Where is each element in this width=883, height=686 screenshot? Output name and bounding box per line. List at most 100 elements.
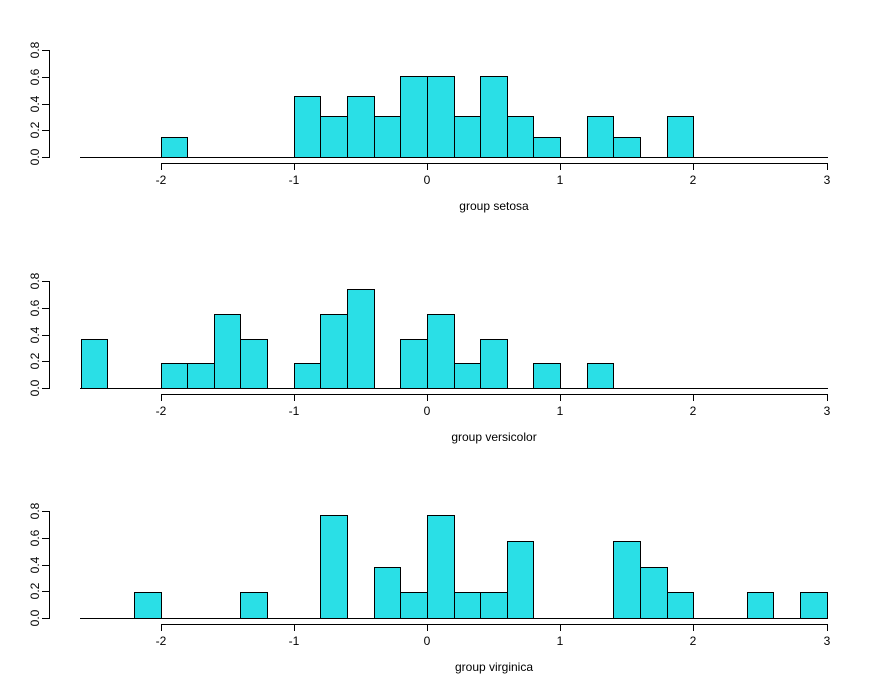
y-axis-tick bbox=[42, 281, 49, 282]
y-axis-tick bbox=[42, 50, 49, 51]
histogram-bar bbox=[427, 515, 455, 619]
x-tick-label: 2 bbox=[689, 404, 697, 418]
x-tick-label: 1 bbox=[556, 634, 564, 648]
histogram-bar bbox=[374, 116, 401, 158]
x-tick-label: 3 bbox=[823, 634, 831, 648]
x-tick-label: -1 bbox=[288, 173, 300, 187]
x-tick-label: 0 bbox=[423, 173, 431, 187]
histogram-bar bbox=[640, 567, 668, 619]
histogram-bar bbox=[240, 592, 268, 619]
x-axis-tick bbox=[693, 394, 694, 401]
x-tick-label: -1 bbox=[288, 634, 300, 648]
x-tick-label: -2 bbox=[155, 404, 167, 418]
histogram-bar bbox=[747, 592, 774, 619]
x-axis-line bbox=[161, 394, 828, 395]
histogram-bar bbox=[533, 363, 561, 389]
x-axis-tick bbox=[427, 163, 428, 170]
histogram-bar bbox=[427, 314, 455, 389]
y-axis-line bbox=[49, 50, 50, 158]
y-axis-tick bbox=[42, 335, 49, 336]
x-axis-tick bbox=[161, 163, 162, 170]
y-axis-tick bbox=[42, 361, 49, 362]
histogram-bar bbox=[400, 592, 428, 619]
x-axis-tick bbox=[161, 394, 162, 401]
x-tick-label: 0 bbox=[423, 634, 431, 648]
x-axis-tick bbox=[560, 624, 561, 631]
y-axis-tick bbox=[42, 104, 49, 105]
histogram-bar bbox=[507, 541, 534, 619]
y-tick-label: 0.8 bbox=[28, 502, 42, 520]
histogram-bar bbox=[347, 96, 375, 158]
x-axis-tick bbox=[827, 163, 828, 170]
x-axis-title: group versicolor bbox=[451, 430, 537, 444]
x-axis-tick bbox=[827, 624, 828, 631]
x-axis-tick bbox=[693, 163, 694, 170]
histogram-bar bbox=[161, 137, 188, 158]
x-axis-tick bbox=[693, 624, 694, 631]
histogram-bar bbox=[320, 116, 348, 158]
histogram-bar bbox=[454, 363, 481, 389]
y-axis-tick bbox=[42, 511, 49, 512]
histogram-bar bbox=[161, 363, 188, 389]
histogram-bar bbox=[587, 363, 614, 389]
histogram-bar bbox=[533, 137, 561, 158]
histogram-bar bbox=[134, 592, 162, 619]
y-tick-label: 0.2 bbox=[28, 582, 42, 600]
histogram-bar bbox=[480, 339, 508, 389]
y-tick-label: 0.4 bbox=[28, 556, 42, 574]
histogram-bar bbox=[454, 592, 481, 619]
y-axis-line bbox=[49, 511, 50, 619]
x-axis-tick bbox=[161, 624, 162, 631]
x-axis-title: group setosa bbox=[459, 199, 529, 213]
histogram-bar bbox=[320, 515, 348, 619]
histogram-bar bbox=[374, 567, 401, 619]
x-axis-tick bbox=[427, 394, 428, 401]
x-axis-title: group virginica bbox=[454, 660, 534, 674]
histogram-bar bbox=[613, 541, 641, 619]
x-tick-label: 2 bbox=[689, 173, 697, 187]
x-tick-label: 2 bbox=[689, 634, 697, 648]
x-axis-line bbox=[161, 163, 828, 164]
x-axis-line bbox=[161, 624, 828, 625]
x-tick-label: -1 bbox=[288, 404, 300, 418]
histogram-bar bbox=[240, 339, 268, 389]
y-axis-tick bbox=[42, 308, 49, 309]
histogram-bar bbox=[800, 592, 828, 619]
x-axis-tick bbox=[294, 394, 295, 401]
x-axis-tick bbox=[294, 624, 295, 631]
x-tick-label: 3 bbox=[823, 173, 831, 187]
histogram-bar bbox=[294, 363, 321, 389]
y-axis-line bbox=[49, 281, 50, 389]
x-axis-tick bbox=[560, 163, 561, 170]
histogram-bar bbox=[480, 592, 508, 619]
y-axis-tick bbox=[42, 565, 49, 566]
x-axis-tick bbox=[427, 624, 428, 631]
histogram-bar bbox=[81, 339, 108, 389]
x-axis-tick bbox=[294, 163, 295, 170]
y-axis-tick bbox=[42, 388, 49, 389]
histogram-bar bbox=[613, 137, 641, 158]
histogram-bar bbox=[400, 339, 428, 389]
histogram-bar bbox=[667, 592, 694, 619]
histogram-bar bbox=[187, 363, 215, 389]
y-axis-tick bbox=[42, 130, 49, 131]
x-tick-label: -2 bbox=[155, 634, 167, 648]
x-tick-label: 1 bbox=[556, 404, 564, 418]
x-tick-label: -2 bbox=[155, 173, 167, 187]
y-axis-tick bbox=[42, 618, 49, 619]
y-axis-tick bbox=[42, 591, 49, 592]
histogram-bar bbox=[667, 116, 694, 158]
histogram-bar bbox=[347, 289, 375, 389]
y-tick-label: 0.0 bbox=[28, 609, 42, 627]
x-axis-tick bbox=[560, 394, 561, 401]
x-axis-tick bbox=[827, 394, 828, 401]
y-tick-label: 0.6 bbox=[28, 529, 42, 547]
y-axis-tick bbox=[42, 157, 49, 158]
x-tick-label: 3 bbox=[823, 404, 831, 418]
y-axis-tick bbox=[42, 538, 49, 539]
y-axis-tick bbox=[42, 77, 49, 78]
